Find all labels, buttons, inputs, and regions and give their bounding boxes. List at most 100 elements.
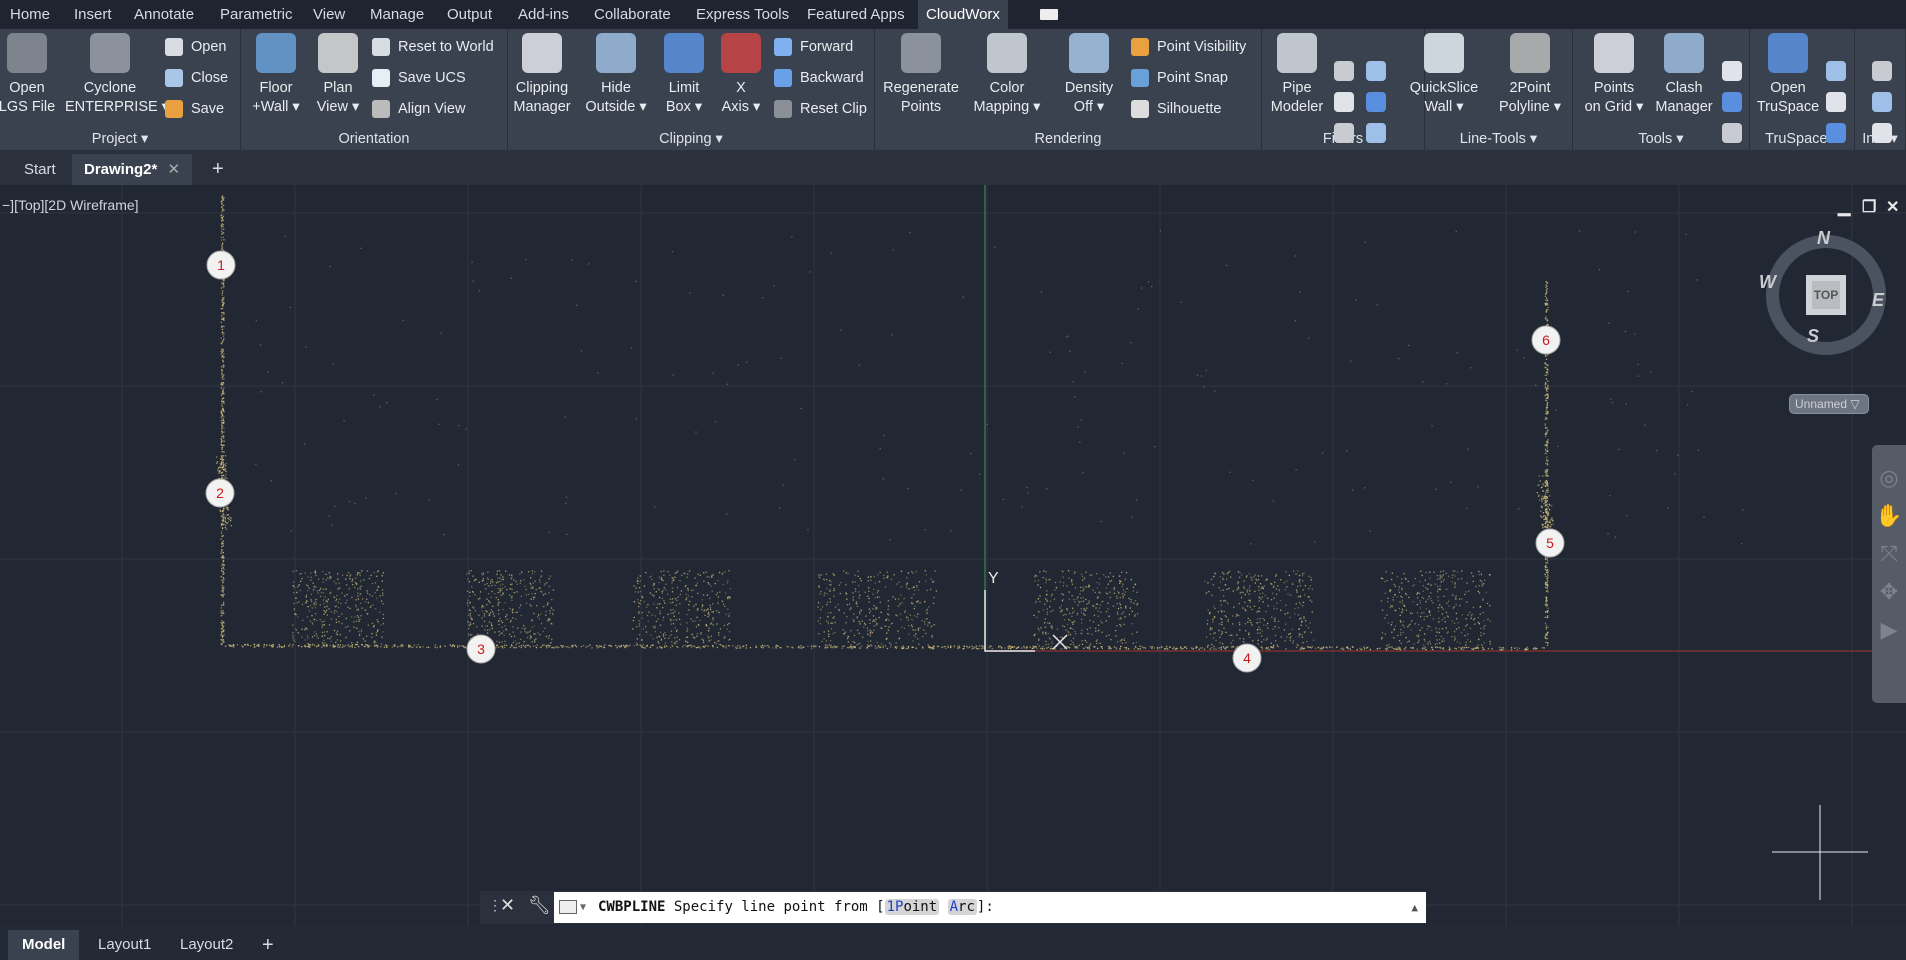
ribbon-tab-annotate[interactable]: Annotate xyxy=(134,6,195,23)
button-clash-manager[interactable]: Clash Manager xyxy=(1639,33,1729,117)
button-2point-polyline[interactable]: 2Point Polyline ▾ xyxy=(1485,33,1575,117)
compass-w[interactable]: W xyxy=(1759,272,1776,292)
button-clipping-manager[interactable]: Clipping Manager xyxy=(497,33,587,117)
button-color-mapping[interactable]: Color Mapping ▾ xyxy=(962,33,1052,117)
close-command-line-icon[interactable]: ✕ xyxy=(500,895,516,915)
button-align-view[interactable]: Align View xyxy=(372,97,465,121)
ucs-dropdown[interactable]: Unnamed ▽ xyxy=(1789,394,1869,414)
ribbon-tab-express-tools[interactable]: Express Tools xyxy=(696,6,790,23)
button-cyclone-enterprise[interactable]: Cyclone ENTERPRISE ▾ xyxy=(65,33,169,117)
button-save-ucs[interactable]: Save UCS xyxy=(372,66,466,90)
command-history-icon[interactable] xyxy=(559,900,577,914)
layout-tab-model[interactable]: Model xyxy=(8,930,80,960)
button-silhouette[interactable]: Silhouette xyxy=(1131,97,1222,121)
customize-wrench-icon[interactable]: 🔧︎ xyxy=(528,895,551,915)
button-pipe-modeler[interactable]: Pipe Modeler xyxy=(1252,33,1342,117)
tool-icon-5[interactable] xyxy=(1334,123,1354,143)
file-tab-start[interactable]: Start xyxy=(24,161,56,178)
button-limit-box[interactable]: Limit Box ▾ xyxy=(639,33,729,117)
panel-label[interactable]: TruSpace ▾ xyxy=(1765,131,1839,147)
close-viewport-icon[interactable]: ✕ xyxy=(1886,199,1900,216)
file-tab-drawing2[interactable]: Drawing2* ✕ xyxy=(72,154,193,185)
minimize-viewport-icon[interactable]: ▁ xyxy=(1838,199,1851,216)
button-reset-clip[interactable]: Reset Clip xyxy=(774,97,867,121)
grip-icon[interactable]: ⋮ xyxy=(488,897,502,913)
tool-icon-3[interactable] xyxy=(1334,92,1354,112)
button-open-truspace[interactable]: Open TruSpace xyxy=(1743,33,1833,117)
button-reset-to-world[interactable]: Reset to World xyxy=(372,35,494,59)
compass-n[interactable]: N xyxy=(1817,228,1830,248)
option-arc[interactable]: Arc xyxy=(947,899,977,915)
tool-icon-11[interactable] xyxy=(1826,92,1846,112)
tool-icon-9[interactable] xyxy=(1722,123,1742,143)
button-floor-wall[interactable]: Floor +Wall ▾ xyxy=(231,33,321,117)
restore-viewport-icon[interactable]: ❐ xyxy=(1862,199,1877,216)
zoom-extents-icon[interactable]: ⤧ xyxy=(1880,541,1898,566)
command-input[interactable]: ▼ CWBPLINE Specify line point from [1Poi… xyxy=(554,892,1426,923)
button-backward[interactable]: Backward xyxy=(774,66,864,90)
viewcube[interactable]: TOP N S E W xyxy=(1759,228,1886,355)
button-close[interactable]: Close xyxy=(165,66,228,90)
viewcube-top-face[interactable]: TOP xyxy=(1806,275,1846,315)
ribbon-tab-collaborate[interactable]: Collaborate xyxy=(594,6,671,23)
button-density-off[interactable]: Density Off ▾ xyxy=(1044,33,1134,117)
ribbon-tab-home[interactable]: Home xyxy=(10,6,51,23)
button-open-lgs-file[interactable]: Open LGS File xyxy=(0,33,72,117)
panel-label[interactable]: Project ▾ xyxy=(91,131,149,147)
tool-icon-10[interactable] xyxy=(1826,61,1846,81)
tool-icon-4[interactable] xyxy=(1366,92,1386,112)
workspace-switch-icon[interactable] xyxy=(1040,9,1058,20)
ribbon-tab-add-ins[interactable]: Add-ins xyxy=(518,6,569,23)
expand-history-icon[interactable]: ▲ xyxy=(1411,901,1418,914)
panel-label[interactable]: Line-Tools ▾ xyxy=(1459,131,1538,147)
tool-icon-14[interactable] xyxy=(1872,92,1892,112)
showmotion-icon[interactable]: ▶ xyxy=(1880,617,1898,642)
ribbon-tab-view[interactable]: View xyxy=(313,6,346,23)
panel-label[interactable]: Clipping ▾ xyxy=(659,131,723,147)
ribbon-tab-insert[interactable]: Insert xyxy=(74,6,112,23)
option-1point[interactable]: 1Point xyxy=(884,899,940,915)
button-hide-outside[interactable]: Hide Outside ▾ xyxy=(571,33,661,117)
layout-tab-layout1[interactable]: Layout1 xyxy=(98,936,152,953)
orbit-icon[interactable]: ✥ xyxy=(1879,579,1899,604)
button-regenerate-points[interactable]: Regenerate Points xyxy=(876,33,966,117)
ribbon-tab-manage[interactable]: Manage xyxy=(370,6,425,23)
button-save[interactable]: Save xyxy=(165,97,224,121)
tool-icon-6[interactable] xyxy=(1366,123,1386,143)
compass-e[interactable]: E xyxy=(1872,290,1885,310)
new-tab-button[interactable]: + xyxy=(212,158,224,180)
button-point-visibility[interactable]: Point Visibility xyxy=(1131,35,1246,59)
history-dropdown-icon[interactable]: ▼ xyxy=(580,902,587,913)
button-points-on-grid[interactable]: Points on Grid ▾ xyxy=(1569,33,1659,117)
panel-label[interactable]: Tools ▾ xyxy=(1638,131,1684,147)
tool-icon-7[interactable] xyxy=(1722,61,1742,81)
tool-icon-2[interactable] xyxy=(1366,61,1386,81)
tool-icon-1[interactable] xyxy=(1334,61,1354,81)
navigation-bar[interactable]: ◎ ✋ ⤧ ✥ ▶ xyxy=(1872,445,1906,703)
button-point-snap[interactable]: Point Snap xyxy=(1131,66,1228,90)
panel-label[interactable]: Orientation xyxy=(338,131,410,147)
steering-wheel-icon[interactable]: ◎ xyxy=(1879,465,1899,490)
new-layout-button[interactable]: + xyxy=(262,934,274,956)
ribbon-tab-featured-apps[interactable]: Featured Apps xyxy=(807,6,905,23)
ribbon-tab-parametric[interactable]: Parametric xyxy=(220,6,293,23)
panel-label[interactable]: Rendering xyxy=(1034,131,1102,147)
ribbon-tab-cloudworx[interactable]: CloudWorx xyxy=(918,0,1008,29)
button-forward[interactable]: Forward xyxy=(774,35,853,59)
pan-icon[interactable]: ✋ xyxy=(1875,503,1903,528)
tool-icon-15[interactable] xyxy=(1872,123,1892,143)
viewport-controls-label[interactable]: −][Top][2D Wireframe] xyxy=(2,197,139,213)
button-open[interactable]: Open xyxy=(165,35,226,59)
tool-icon-8[interactable] xyxy=(1722,92,1742,112)
compass-s[interactable]: S xyxy=(1807,326,1820,346)
ribbon-tab-output[interactable]: Output xyxy=(447,6,493,23)
tool-icon-12[interactable] xyxy=(1826,123,1846,143)
close-tab-icon[interactable]: ✕ xyxy=(167,161,181,178)
button-plan-view[interactable]: Plan View ▾ xyxy=(293,33,383,117)
button-quickslice-wall[interactable]: QuickSlice Wall ▾ xyxy=(1399,33,1489,117)
tool-icon-13[interactable] xyxy=(1872,61,1892,81)
layout-tab-layout2[interactable]: Layout2 xyxy=(180,936,234,953)
button-x-axis[interactable]: X Axis ▾ xyxy=(696,33,786,117)
